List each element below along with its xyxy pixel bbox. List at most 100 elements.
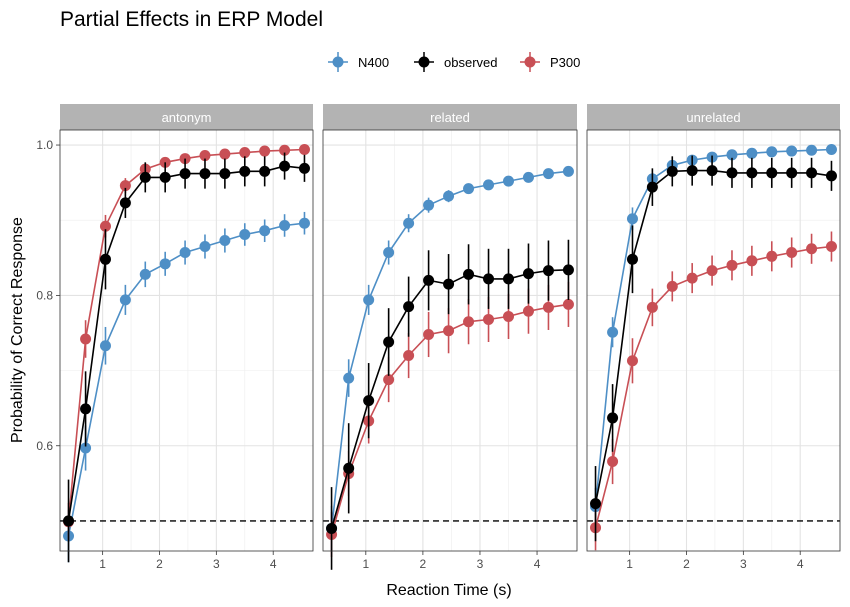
data-point [562,165,574,177]
data-point [766,167,778,179]
data-point [159,171,171,183]
data-point [259,165,271,177]
data-point [522,171,534,183]
data-point [666,165,678,177]
data-point [483,273,495,285]
data-point [686,272,698,284]
data-point [80,442,92,454]
data-point [298,162,310,174]
series-line [594,245,832,528]
data-point [825,241,837,253]
series-line [594,148,832,507]
data-point [239,228,251,240]
x-tick-label: 4 [797,557,804,571]
data-point [626,213,638,225]
data-point [590,498,602,510]
data-point [219,235,231,247]
x-tick-label: 1 [362,557,369,571]
data-point [522,305,534,317]
legend-item-observed: observed [414,52,497,72]
data-point [179,247,191,259]
x-tick-label: 2 [156,557,163,571]
data-point [443,278,455,290]
data-point [726,149,738,161]
x-tick-label: 1 [626,557,633,571]
y-axis-title: Probability of Correct Response [9,217,26,443]
data-point [503,175,515,187]
data-point [326,522,338,534]
x-tick-label: 4 [270,557,277,571]
x-tick-label: 3 [213,557,220,571]
data-point [383,247,395,259]
y-axis: 0.6 0.8 1.0 [36,138,60,453]
data-point [463,183,475,195]
legend-key-point [524,56,536,68]
x-tick-label: 3 [477,557,484,571]
facet-strip [323,104,577,130]
data-point [239,147,251,159]
facet-strip [60,104,313,130]
legend-label: P300 [550,55,580,70]
data-point [383,336,395,348]
data-point [423,199,435,211]
data-point [726,259,738,271]
data-point [383,374,395,386]
x-tick-label: 2 [420,557,427,571]
data-point [403,350,415,362]
data-point [746,255,758,267]
data-point [443,325,455,337]
data-point [766,146,778,158]
data-point [542,301,554,313]
series-p300 [590,231,837,551]
data-point [99,220,111,232]
data-point [219,168,231,180]
data-point [542,265,554,277]
data-point [99,340,111,352]
data-point [119,180,131,192]
data-point [626,253,638,265]
series-line [330,170,569,529]
chart-title: Partial Effects in ERP Model [60,8,323,31]
data-point [825,144,837,156]
y-tick-label: 0.6 [36,439,53,453]
series-observed [63,152,310,563]
data-point [825,170,837,182]
x-tick-label: 2 [683,557,690,571]
data-point [746,167,758,179]
panel-border [59,129,314,552]
facet-panel-unrelated: unrelated 1 2 3 4 [586,104,841,571]
data-point [423,328,435,340]
data-point [806,144,818,156]
data-point [786,247,798,259]
data-point [607,326,619,338]
data-point [119,294,131,306]
data-point [666,280,678,292]
data-point [80,403,92,415]
series-line [67,148,305,522]
data-point [219,148,231,160]
data-point [607,412,619,424]
legend-key-point [332,56,344,68]
data-point [562,264,574,276]
data-point [99,253,111,265]
data-point [806,167,818,179]
data-point [80,333,92,345]
y-tick-label: 1.0 [36,138,53,152]
data-point [239,165,251,177]
facet-panel-related: related 1 2 3 4 [322,104,578,571]
legend-key-point [418,56,430,68]
facet-strip-label: related [430,110,470,125]
data-point [483,313,495,325]
data-point [343,372,355,384]
data-point [199,241,211,253]
data-point [63,515,75,527]
data-point [139,171,151,183]
facet-strip-label: unrelated [686,110,740,125]
data-point [562,298,574,310]
data-point [403,301,415,313]
series-observed [326,239,574,570]
data-point [503,273,515,285]
data-point [298,144,310,156]
